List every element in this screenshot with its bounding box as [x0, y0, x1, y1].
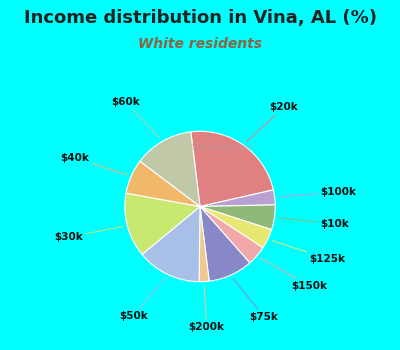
Text: $150k: $150k — [261, 258, 328, 291]
Wedge shape — [200, 190, 275, 206]
Wedge shape — [126, 161, 200, 206]
Wedge shape — [200, 206, 250, 281]
Wedge shape — [140, 132, 200, 206]
Text: $40k: $40k — [60, 153, 127, 175]
Text: Income distribution in Vina, AL (%): Income distribution in Vina, AL (%) — [24, 9, 376, 27]
Text: White residents: White residents — [138, 37, 262, 51]
Text: $125k: $125k — [272, 240, 345, 264]
Text: $30k: $30k — [54, 226, 123, 242]
Text: $60k: $60k — [111, 97, 160, 138]
Wedge shape — [125, 193, 200, 254]
Wedge shape — [200, 206, 263, 263]
Text: City-Data.com: City-Data.com — [191, 144, 255, 153]
Wedge shape — [191, 131, 273, 206]
Wedge shape — [142, 206, 200, 282]
Text: $100k: $100k — [279, 187, 356, 197]
Text: $50k: $50k — [119, 278, 165, 321]
Wedge shape — [200, 206, 272, 248]
Wedge shape — [199, 206, 209, 282]
Text: $200k: $200k — [189, 286, 225, 332]
Text: $75k: $75k — [233, 279, 278, 322]
Text: $20k: $20k — [246, 103, 298, 142]
Text: $10k: $10k — [279, 218, 348, 229]
Wedge shape — [200, 205, 275, 230]
